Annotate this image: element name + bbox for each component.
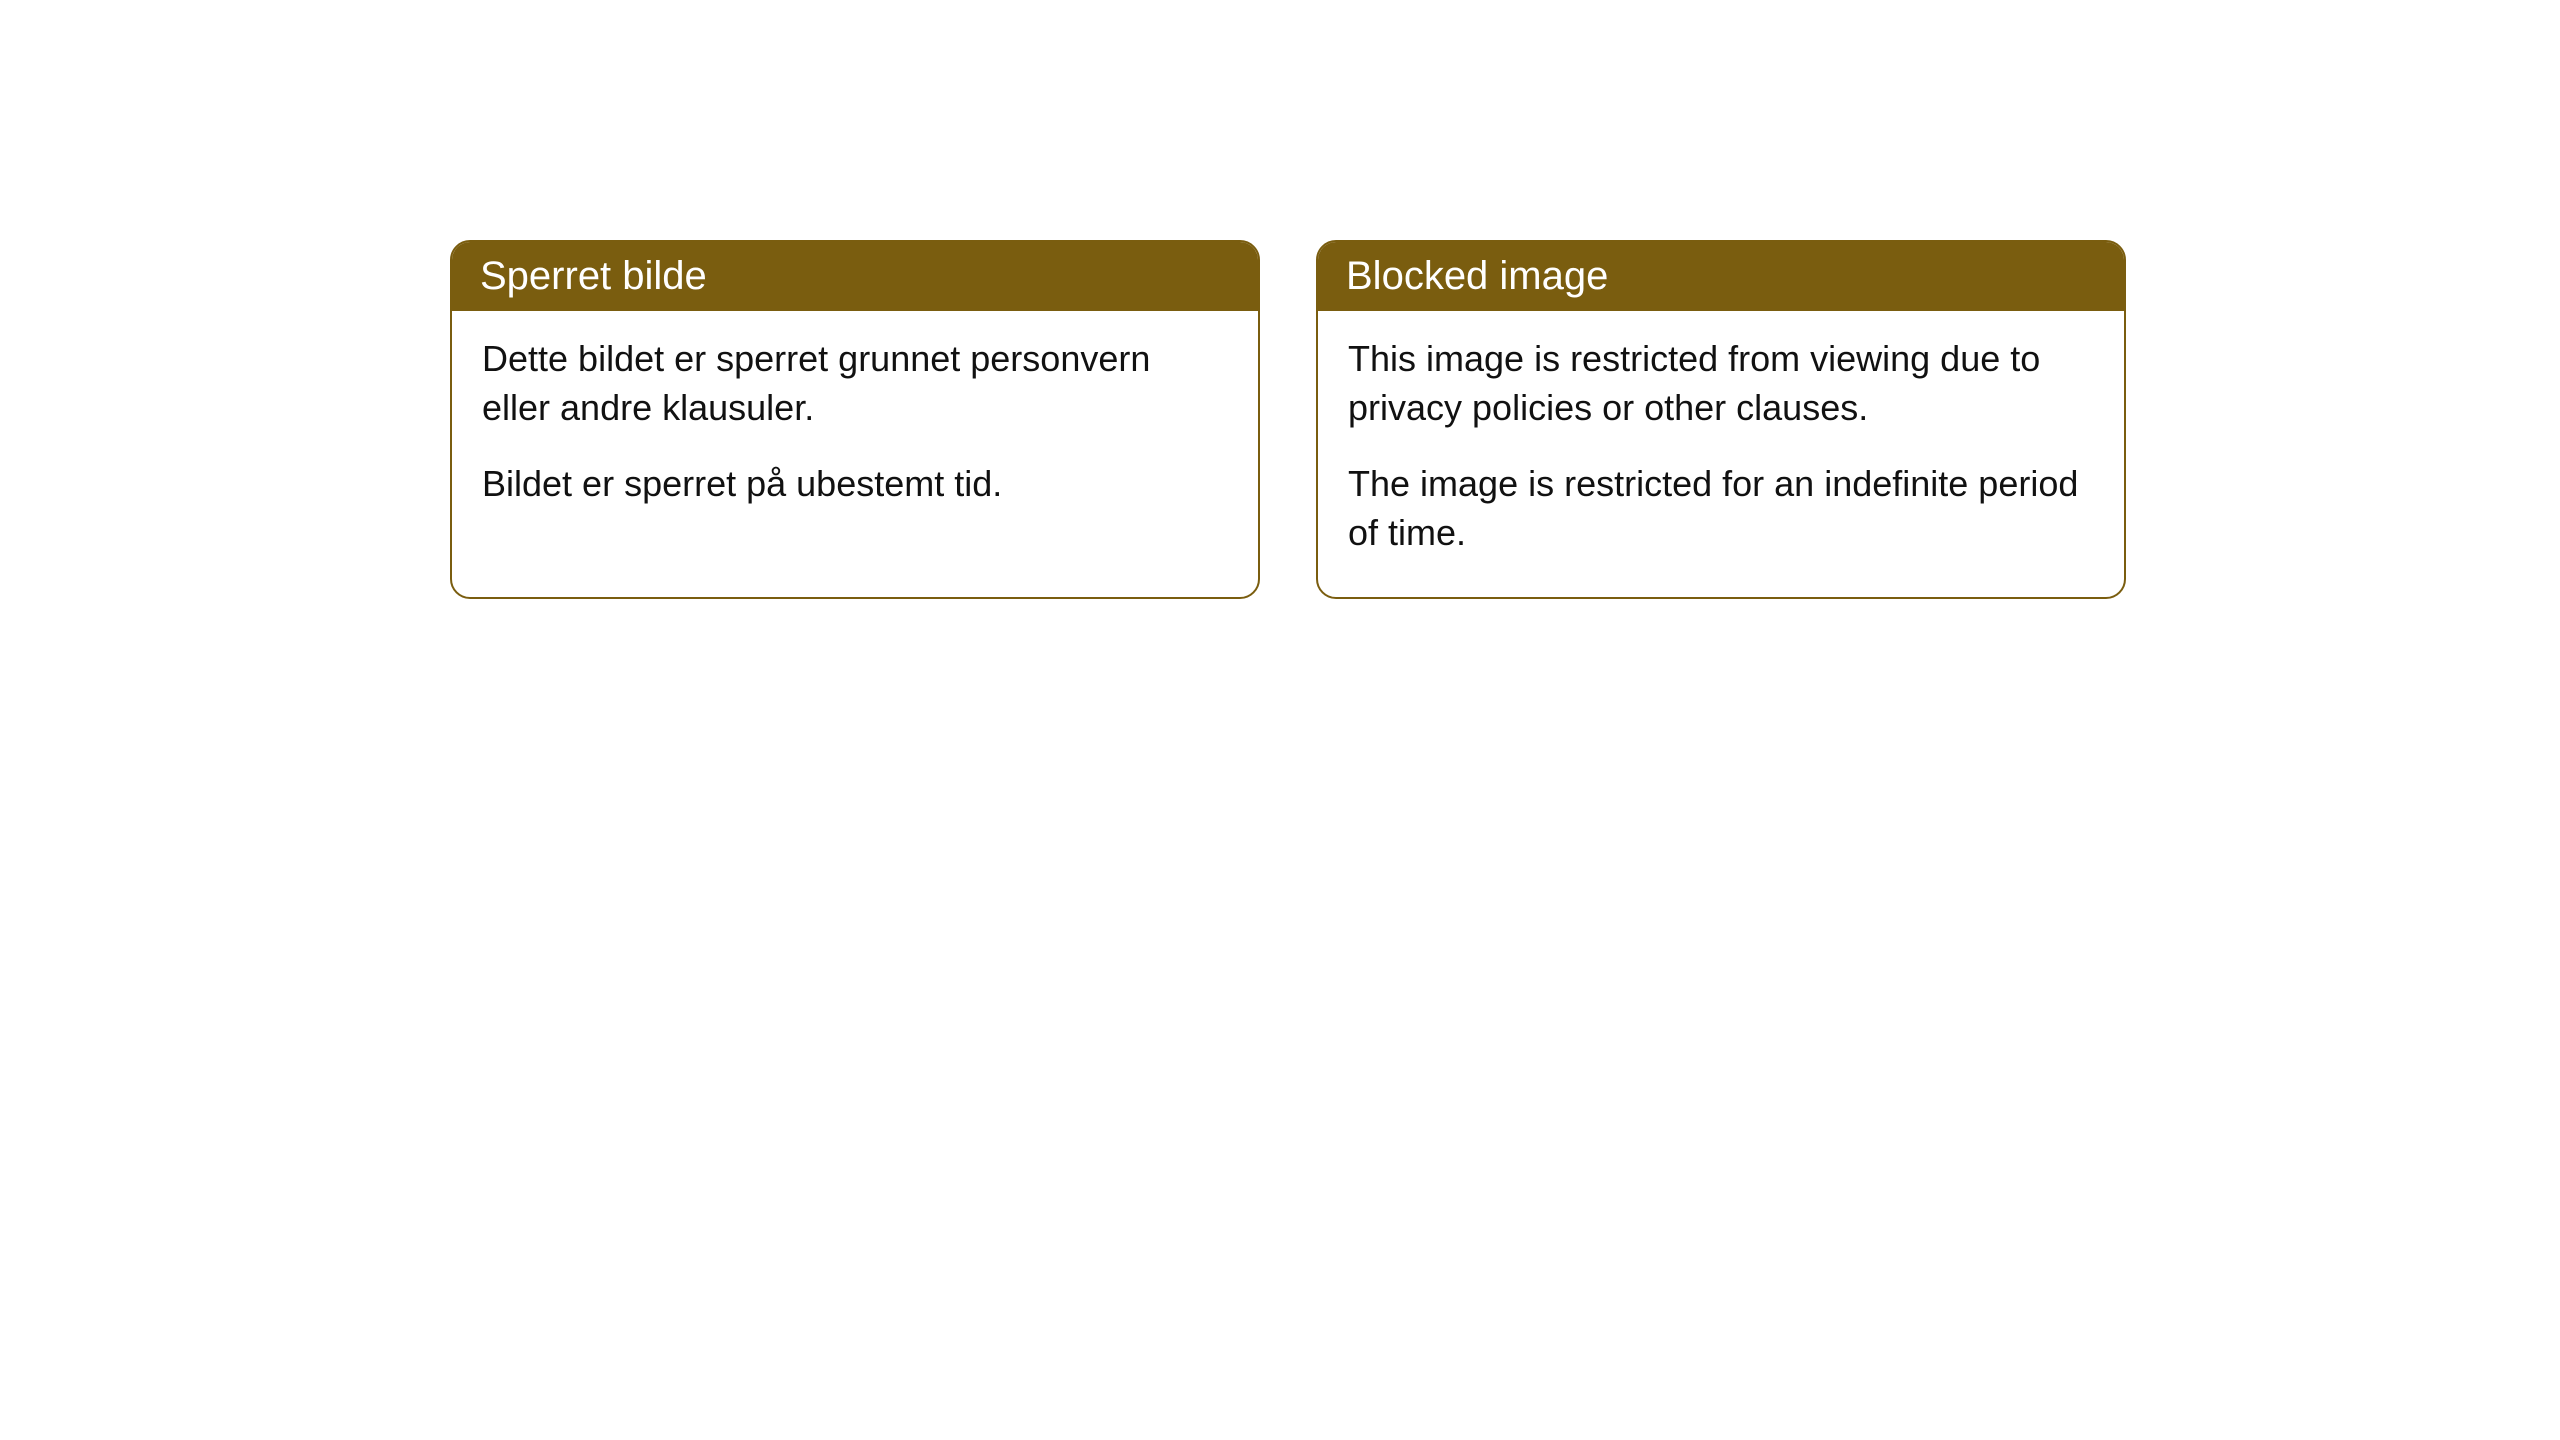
card-header: Blocked image	[1318, 242, 2124, 311]
card-paragraph: The image is restricted for an indefinit…	[1348, 460, 2094, 557]
card-paragraph: Bildet er sperret på ubestemt tid.	[482, 460, 1228, 509]
notice-card-norwegian: Sperret bilde Dette bildet er sperret gr…	[450, 240, 1260, 599]
notice-cards-container: Sperret bilde Dette bildet er sperret gr…	[450, 240, 2126, 599]
card-paragraph: Dette bildet er sperret grunnet personve…	[482, 335, 1228, 432]
card-paragraph: This image is restricted from viewing du…	[1348, 335, 2094, 432]
card-body: Dette bildet er sperret grunnet personve…	[452, 311, 1258, 549]
card-title: Blocked image	[1346, 254, 1608, 298]
card-body: This image is restricted from viewing du…	[1318, 311, 2124, 597]
card-header: Sperret bilde	[452, 242, 1258, 311]
notice-card-english: Blocked image This image is restricted f…	[1316, 240, 2126, 599]
card-title: Sperret bilde	[480, 254, 707, 298]
